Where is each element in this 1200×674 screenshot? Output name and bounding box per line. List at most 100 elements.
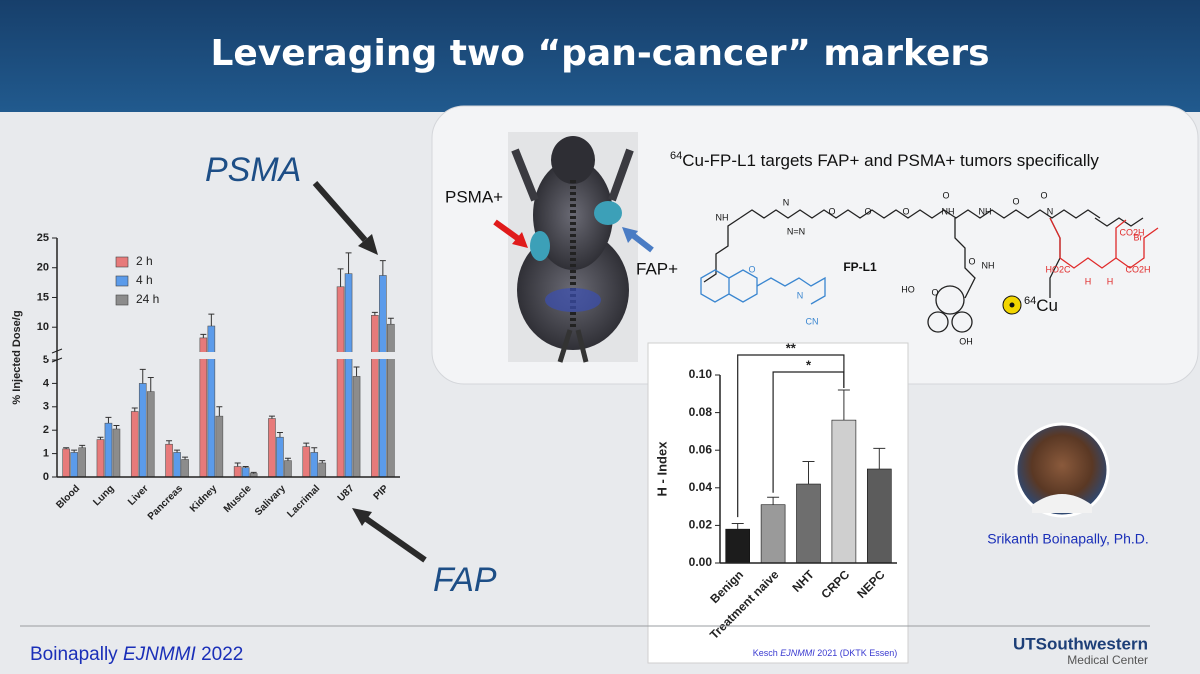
- speaker-photo: [1014, 422, 1110, 518]
- bar: [336, 286, 345, 478]
- error-bar: [802, 460, 815, 485]
- legend-label: 24 h: [136, 292, 159, 306]
- error-bar: [147, 377, 154, 392]
- structure-label: CN: [806, 316, 819, 326]
- error-bar: [345, 252, 352, 274]
- error-bar: [242, 465, 249, 468]
- structure-label: OH: [959, 336, 973, 346]
- bar: [62, 448, 70, 478]
- y-tick-label: 0.06: [689, 442, 713, 456]
- bar: [318, 462, 327, 478]
- quinoline-fragment: [700, 269, 826, 305]
- y-tick-label: 15: [37, 291, 49, 303]
- error-bar: [182, 456, 189, 460]
- logo-sub: Medical Center: [1067, 653, 1148, 667]
- red-arrow: [493, 219, 522, 243]
- error-bar: [113, 425, 120, 430]
- psma-arrow: [312, 181, 368, 242]
- source-journal: EJNMMI: [780, 648, 815, 658]
- y-tick-label: 3: [43, 401, 49, 413]
- source-author: Kesch: [753, 648, 778, 658]
- legend-swatch: [115, 275, 129, 287]
- error-bar: [71, 449, 78, 453]
- psma-callout: PSMA: [205, 151, 301, 189]
- fap-arrowhead: [352, 508, 372, 526]
- error-bar: [767, 496, 780, 505]
- radiolabel: 64Cu: [1024, 295, 1058, 316]
- structure-label: O: [931, 287, 938, 297]
- bar: [371, 315, 379, 478]
- significance-bracket: [772, 371, 845, 493]
- y-tick-label: 1: [43, 448, 49, 460]
- y-tick-label: 20: [37, 262, 49, 274]
- bar: [78, 447, 86, 478]
- error-bar: [387, 317, 394, 325]
- legend-label: 2 h: [136, 254, 153, 268]
- legend-label: 4 h: [136, 273, 153, 287]
- structure-label: O: [1040, 190, 1047, 200]
- bar: [379, 275, 387, 478]
- y-tick-label: 0.10: [689, 367, 713, 381]
- structure-label: O: [828, 206, 835, 216]
- structure-label: NH: [716, 212, 729, 222]
- error-bar: [353, 366, 360, 377]
- panel-caption: 64Cu-FP-L1 targets FAP+ and PSMA+ tumors…: [670, 150, 1099, 171]
- structure-label: N: [783, 197, 790, 207]
- structure-label: NH: [982, 260, 995, 270]
- bar: [276, 436, 284, 478]
- bar: [96, 439, 105, 478]
- error-bar: [200, 333, 207, 338]
- y-tick-label: 10: [37, 321, 49, 333]
- error-bar: [837, 389, 850, 421]
- compound-label: FP-L1: [843, 260, 877, 274]
- radiolabel-isotope: 64: [1024, 295, 1036, 307]
- y-tick-label: 0: [43, 471, 49, 483]
- header-band: [0, 0, 1200, 112]
- isotope: 64: [670, 150, 682, 162]
- error-bar: [105, 416, 112, 424]
- legend-swatch: [115, 256, 129, 268]
- psma-arrowhead: [358, 234, 378, 255]
- error-bar: [216, 406, 223, 417]
- structure-label: O: [748, 264, 755, 274]
- bar: [112, 428, 121, 478]
- error-bar: [379, 260, 386, 276]
- y-tick-label: 25: [37, 232, 49, 244]
- h-index-card: [647, 342, 909, 664]
- error-bar: [319, 460, 326, 463]
- error-bar: [79, 444, 86, 448]
- structure-label: H: [1085, 276, 1092, 286]
- error-bar: [174, 449, 181, 453]
- structure-label: NH: [942, 206, 955, 216]
- citation: Boinapally EJNMMI 2022: [30, 644, 243, 665]
- structure-label: N: [797, 290, 804, 300]
- bar: [725, 528, 751, 564]
- fap-arrow: [363, 515, 427, 563]
- fap-plus-label: FAP+: [636, 259, 678, 278]
- y-tick-label: 0.08: [689, 405, 713, 419]
- structure-label: O: [968, 256, 975, 266]
- structure-label: HO2C: [1045, 264, 1071, 274]
- error-bar: [250, 471, 257, 474]
- bar: [215, 415, 224, 478]
- bar: [241, 467, 250, 478]
- bar: [146, 391, 155, 478]
- y-axis-label: H - Index: [654, 441, 669, 497]
- y-tick-label: 0.04: [689, 480, 713, 494]
- structure-label: N: [1047, 206, 1054, 216]
- error-bar: [276, 432, 283, 438]
- error-bar: [303, 442, 310, 447]
- radiolabel-element: Cu: [1036, 296, 1058, 315]
- bar: [310, 452, 319, 478]
- chart-source: Kesch EJNMMI 2021 (DKTK Essen): [753, 648, 898, 658]
- significance-label: *: [806, 357, 812, 372]
- error-bar: [166, 440, 173, 445]
- y-tick-label: 0.02: [689, 518, 713, 532]
- source-rest: 2021 (DKTK Essen): [817, 648, 897, 658]
- bar: [302, 446, 311, 478]
- error-bar: [131, 407, 138, 412]
- bar: [760, 504, 786, 564]
- structure-label: HO: [901, 284, 915, 294]
- error-bar: [337, 268, 344, 287]
